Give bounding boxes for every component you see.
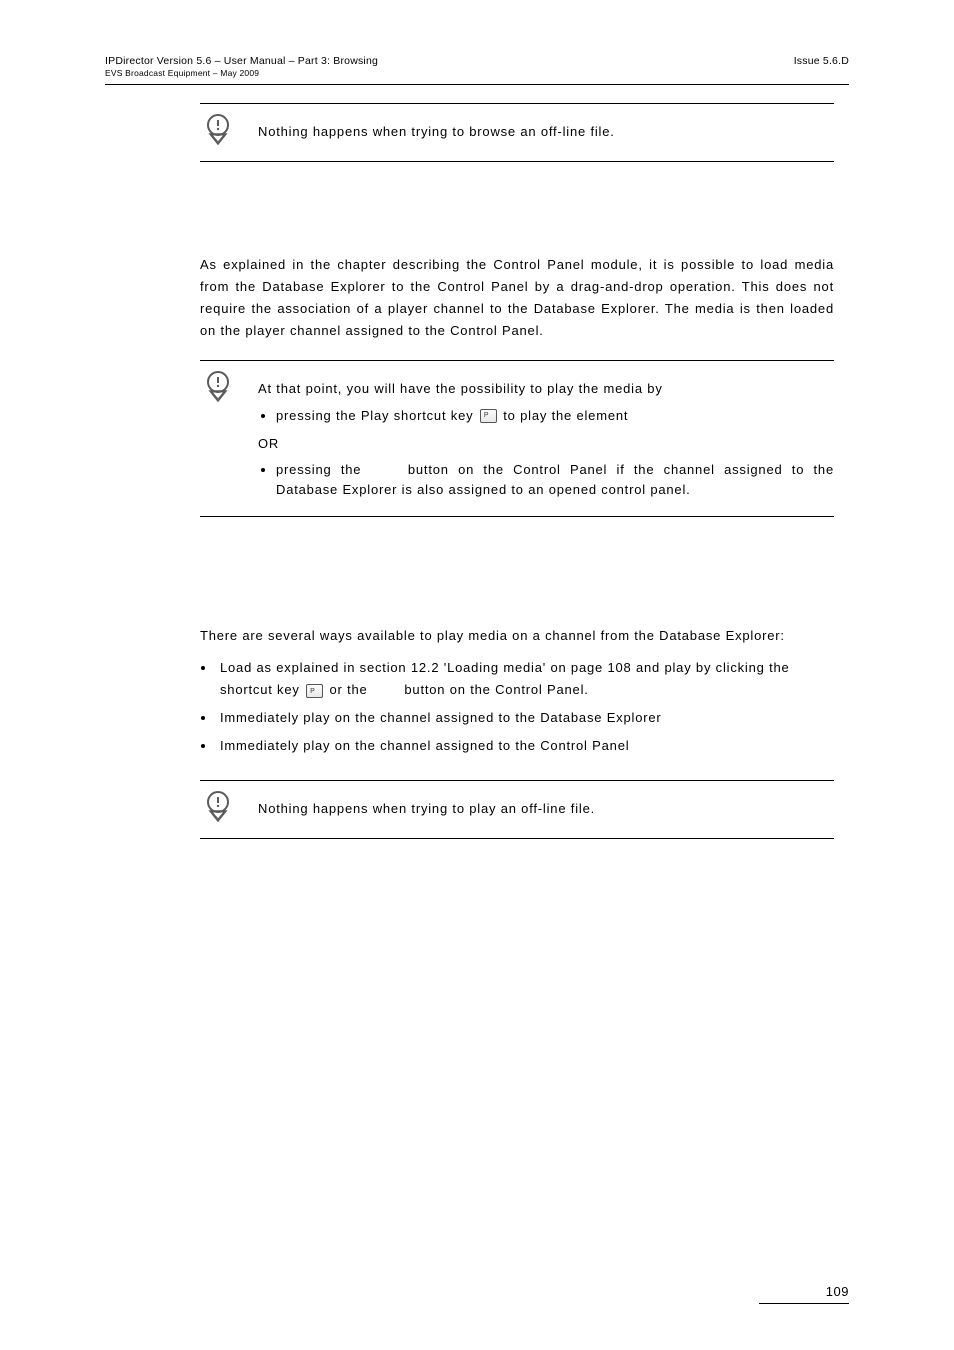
note2-b2-pre: pressing the (276, 462, 371, 477)
header-rule (105, 84, 849, 85)
note2-intro: At that point, you will have the possibi… (258, 379, 834, 399)
note2-list: pressing the Play shortcut key to play t… (258, 406, 834, 426)
footer-rule (759, 1303, 849, 1304)
page: IPDirector Version 5.6 – User Manual – P… (0, 0, 954, 1350)
note-rule-bottom-2 (200, 516, 834, 517)
page-number: 109 (759, 1284, 849, 1299)
play-shortcut-key-icon (306, 684, 323, 698)
note-rule-bottom-3 (200, 838, 834, 839)
list-item-2: Immediately play on the channel assigned… (216, 707, 834, 729)
content-area: Nothing happens when trying to browse an… (105, 103, 849, 904)
note2-b1-post: to play the element (499, 408, 628, 423)
page-header: IPDirector Version 5.6 – User Manual – P… (105, 55, 849, 78)
note2-or: OR (258, 434, 834, 454)
header-title: IPDirector Version 5.6 – User Manual – P… (105, 55, 378, 67)
note2-bullet-2: pressing the button on the Control Panel… (276, 460, 834, 500)
play-shortcut-key-icon (480, 409, 497, 423)
note-text-2: At that point, you will have the possibi… (258, 369, 834, 508)
li1-post: button on the Control Panel. (400, 682, 589, 697)
note-text-3: Nothing happens when trying to play an o… (258, 789, 834, 819)
note-rule-top-2 (200, 360, 834, 361)
para-123-intro: There are several ways available to play… (200, 625, 834, 647)
header-issue: Issue 5.6.D (794, 55, 849, 67)
list-item-3: Immediately play on the channel assigned… (216, 735, 834, 757)
note2-bullet-1: pressing the Play shortcut key to play t… (276, 406, 834, 426)
note-block-2: At that point, you will have the possibi… (200, 360, 834, 517)
note-row-2: At that point, you will have the possibi… (200, 369, 834, 508)
note-block-3: Nothing happens when trying to play an o… (200, 780, 834, 839)
page-footer: 109 (759, 1284, 849, 1304)
note2-b1-pre: pressing the Play shortcut key (276, 408, 478, 423)
header-subtitle: EVS Broadcast Equipment – May 2009 (105, 68, 378, 78)
note-text-1: Nothing happens when trying to browse an… (258, 112, 834, 142)
warning-icon (200, 789, 240, 830)
section-title-123: 12.3 PLAYING MEDIA ON A CHANNEL (105, 575, 834, 595)
list-item-1: Load as explained in section 12.2 'Loadi… (216, 657, 834, 701)
para-1222: As explained in the chapter describing t… (200, 254, 834, 342)
note-row: Nothing happens when trying to browse an… (200, 112, 834, 153)
note-rule-bottom (200, 161, 834, 162)
header-left: IPDirector Version 5.6 – User Manual – P… (105, 55, 378, 78)
note-block-1: Nothing happens when trying to browse an… (200, 103, 834, 162)
list-123: Load as explained in section 12.2 'Loadi… (200, 657, 834, 757)
note-rule-top (200, 103, 834, 104)
warning-icon (200, 369, 240, 410)
note2-list-b: pressing the button on the Control Panel… (258, 460, 834, 500)
section-title-1222: 12.2.2 LOADING MEDIA TO THE CONTROL PANE… (105, 220, 834, 240)
warning-icon (200, 112, 240, 153)
note-row-3: Nothing happens when trying to play an o… (200, 789, 834, 830)
subsection-title-1231: 12.3.1 PLAYING MEDIA ON THE CHANNEL ASSI… (105, 887, 834, 904)
li1-mid: or the (325, 682, 372, 697)
note-rule-top-3 (200, 780, 834, 781)
